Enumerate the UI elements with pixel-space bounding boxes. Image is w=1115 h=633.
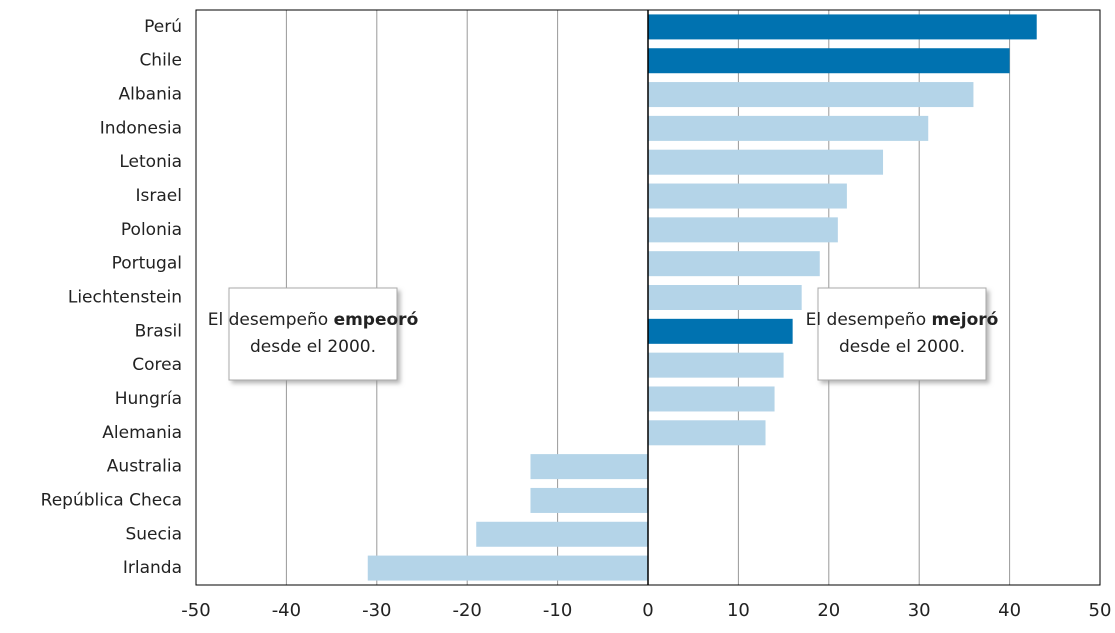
bar: [648, 352, 784, 378]
y-tick-label: República Checa: [41, 490, 182, 510]
y-tick-label: Liechtenstein: [68, 288, 182, 308]
annotation-text: desde el 2000.: [839, 337, 965, 357]
y-tick-label: Israel: [136, 186, 182, 206]
bar: [648, 14, 1037, 40]
annotation-plain: El desempeño: [208, 310, 328, 330]
annotation-text: El desempeño empeoró: [208, 310, 419, 330]
annotation-bold: empeoró: [334, 310, 419, 330]
y-tick-label: Australia: [107, 457, 182, 477]
x-tick-label: 40: [998, 600, 1021, 621]
x-tick-label: 50: [1089, 600, 1112, 621]
y-tick-label: Polonia: [121, 220, 182, 240]
y-tick-label: Hungría: [115, 389, 182, 409]
bar: [476, 521, 648, 547]
y-tick-label: Letonia: [119, 152, 182, 172]
annotation-box: [817, 287, 987, 381]
y-tick-label: Brasil: [135, 321, 182, 341]
y-tick-label: Portugal: [112, 254, 182, 274]
y-tick-label: Albania: [119, 85, 182, 105]
annotations: El desempeño empeoró desde el 2000. El des…: [208, 287, 999, 381]
bar: [648, 48, 1010, 74]
bar: [648, 318, 793, 344]
bar: [530, 454, 648, 480]
x-tick-label: -30: [362, 600, 391, 621]
bar: [648, 386, 775, 412]
bar: [648, 183, 847, 209]
annotation-box: [228, 287, 398, 381]
x-tick-label: -20: [452, 600, 481, 621]
annotation-text: desde el 2000.: [250, 337, 376, 357]
x-tick-label: -10: [543, 600, 572, 621]
y-tick-label: Indonesia: [100, 118, 182, 138]
x-tick-label: 30: [908, 600, 931, 621]
y-tick-label: Irlanda: [123, 558, 182, 578]
x-tick-label: 0: [642, 600, 653, 621]
bar: [648, 149, 884, 175]
y-tick-label: Suecia: [125, 524, 182, 544]
bar: [530, 487, 648, 513]
y-tick-label: Chile: [139, 51, 182, 71]
bar: [648, 251, 820, 277]
y-tick-label: Alemania: [102, 423, 182, 443]
bar: [648, 420, 766, 446]
bar: [367, 555, 648, 581]
annotation-bold: mejoró: [932, 310, 999, 330]
x-tick-label: 10: [727, 600, 750, 621]
bar: [648, 115, 929, 141]
y-tick-label: Corea: [132, 355, 182, 375]
bar: [648, 217, 838, 243]
x-tick-label: -50: [181, 600, 210, 621]
x-tick-label: 20: [817, 600, 840, 621]
x-tick-label: -40: [272, 600, 301, 621]
bar: [648, 82, 974, 108]
annotation-text: El desempeño mejoró: [806, 310, 999, 330]
annotation-plain: El desempeño: [806, 310, 926, 330]
y-tick-label: Perú: [144, 17, 182, 37]
bars: Perú Chile Albania Indonesia Letonia Israel Po…: [41, 10, 1037, 585]
bar: [648, 285, 802, 310]
